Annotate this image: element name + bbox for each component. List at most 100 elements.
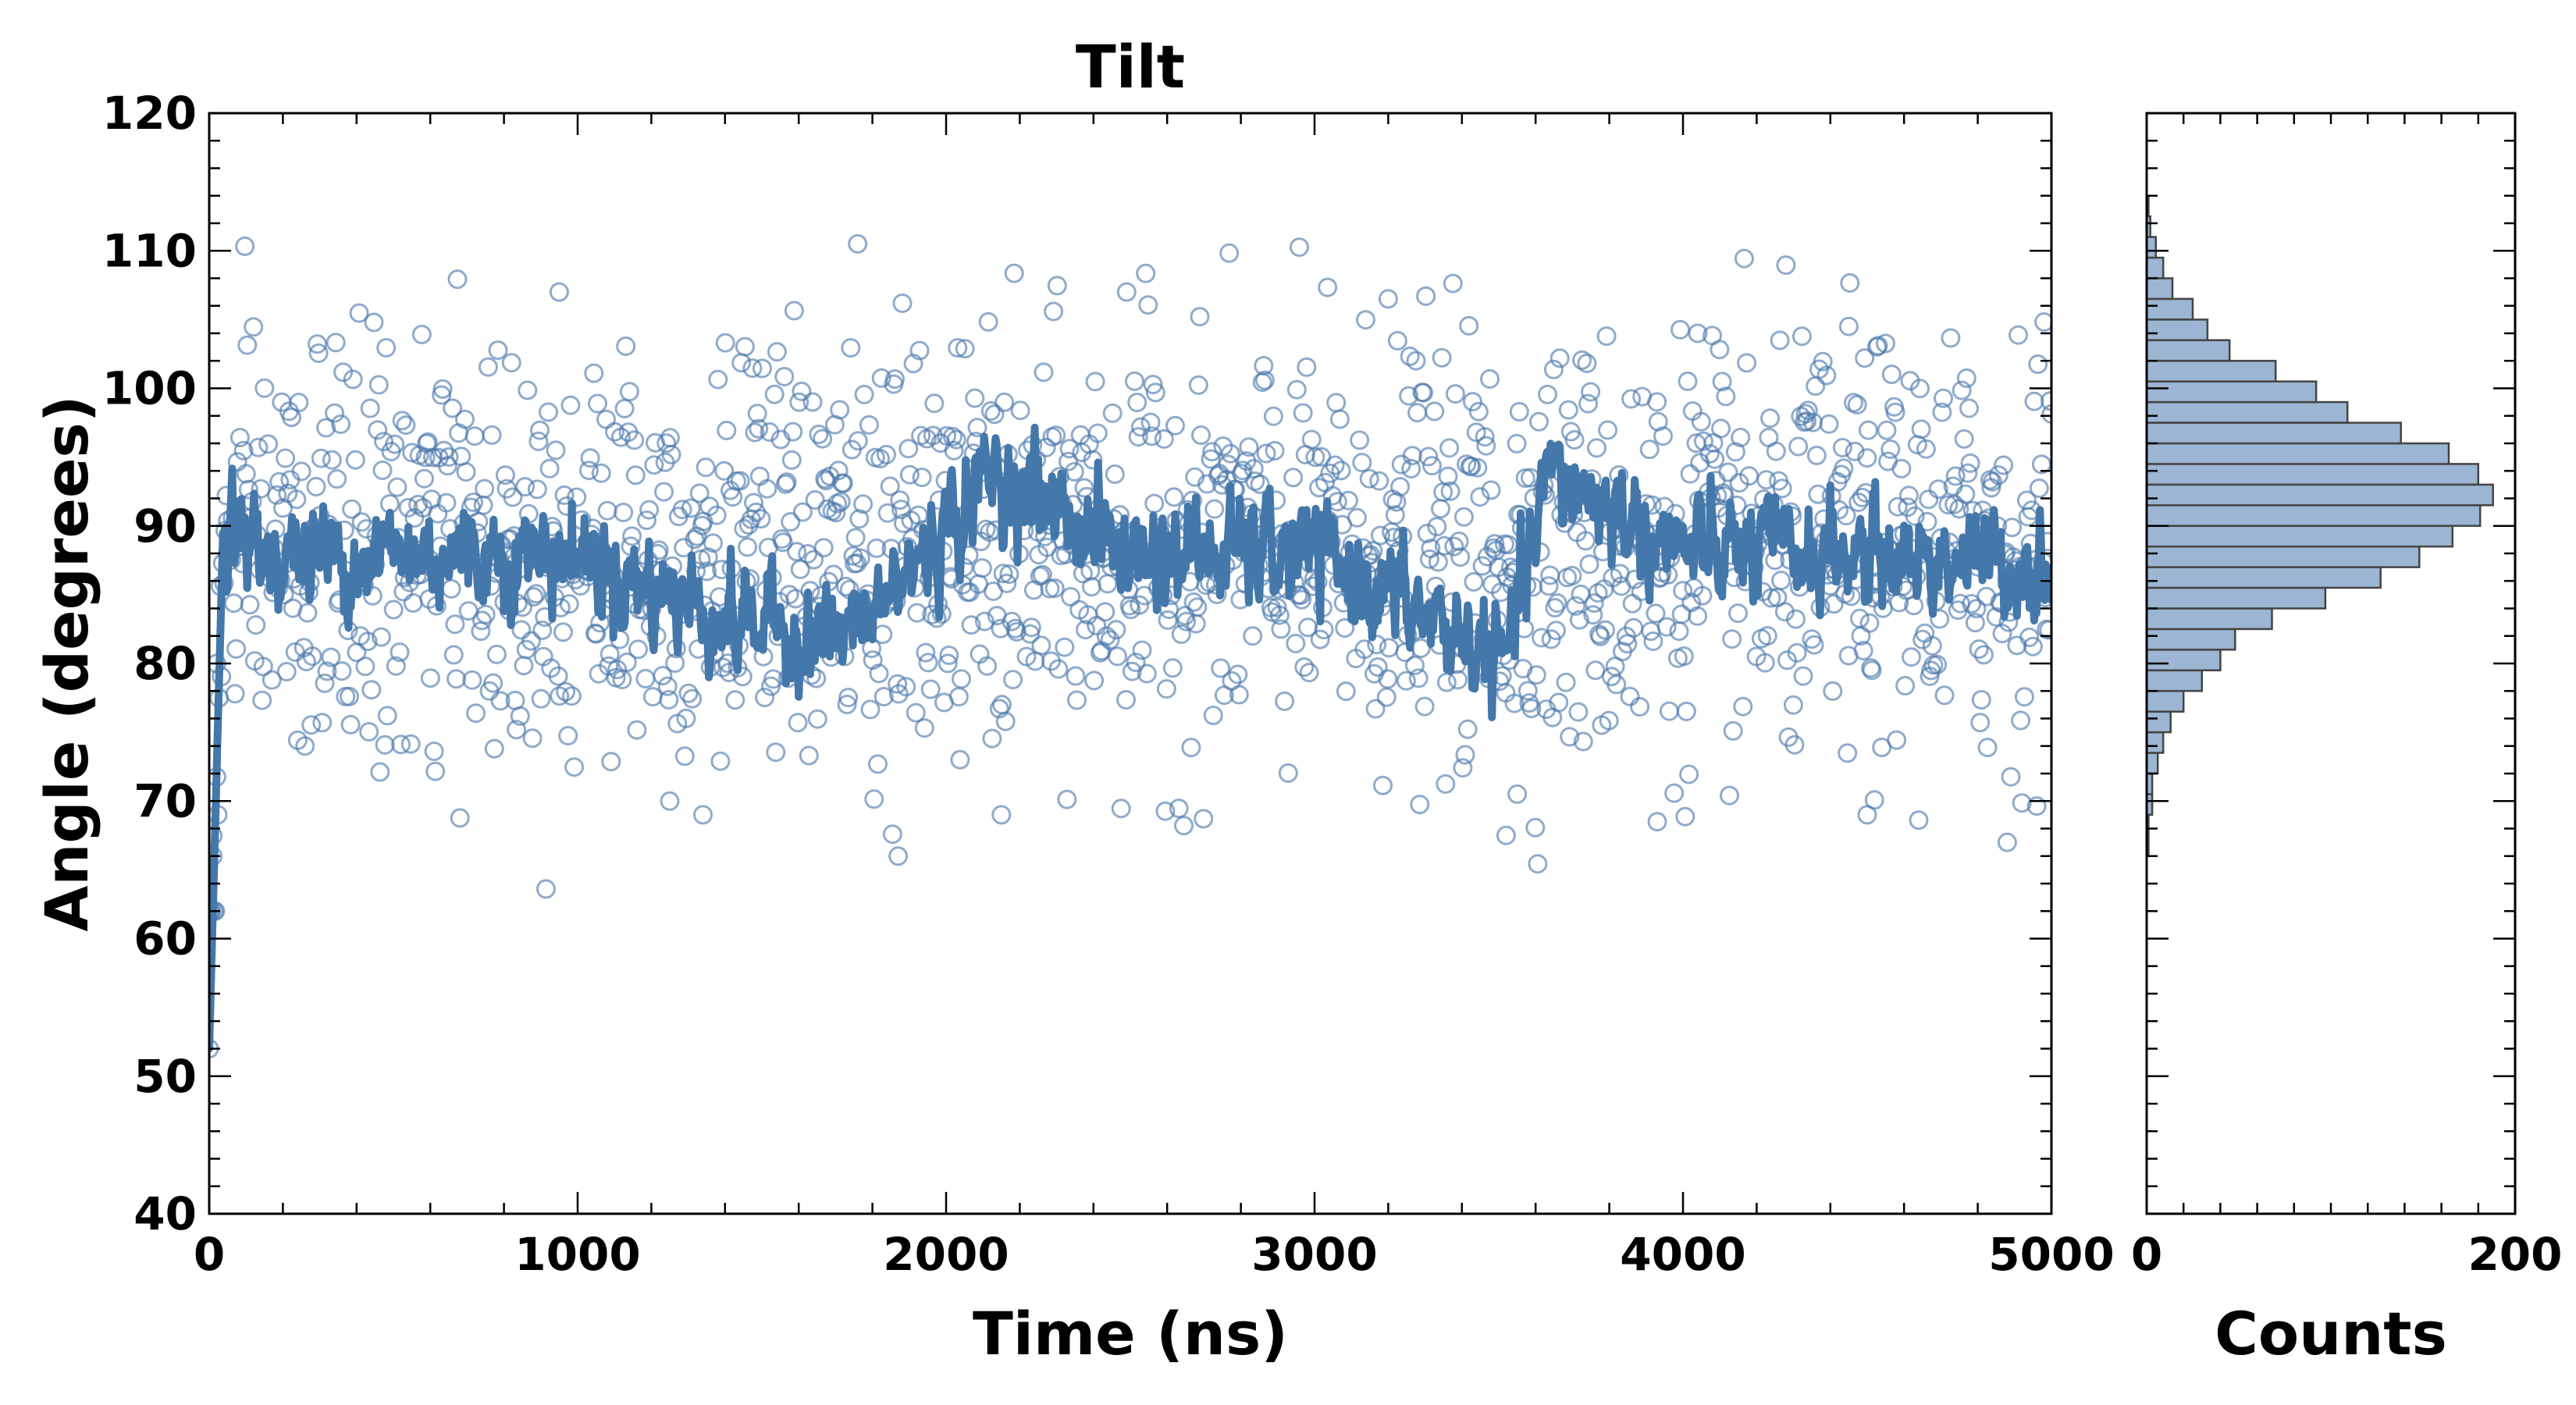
scatter-point (1283, 468, 1304, 488)
scatter-point (510, 706, 530, 726)
y-tick-label: 90 (133, 500, 197, 553)
scatter-point (781, 450, 802, 470)
scatter-point (549, 282, 569, 302)
scatter-point (757, 478, 777, 499)
scatter-point (1061, 587, 1081, 606)
scatter-point (717, 421, 737, 440)
scatter-point (787, 542, 807, 562)
scatter-point (1569, 610, 1589, 630)
scatter-point (907, 603, 927, 623)
chart-title: Tilt (1076, 32, 1185, 101)
scatter-point (1770, 330, 1790, 350)
scatter-point (660, 428, 680, 448)
scatter-point (1945, 466, 1966, 486)
scatter-point (1934, 685, 1955, 706)
scatter-point (1916, 439, 1936, 459)
scatter-point (1529, 411, 1549, 432)
scatter-point (1448, 670, 1468, 690)
scatter-point (703, 533, 723, 553)
scatter-point (1335, 618, 1355, 638)
scatter-point (466, 703, 486, 724)
scatter-point (1329, 409, 1350, 429)
scatter-point (1165, 415, 1185, 436)
scatter-point (1902, 647, 1921, 667)
histogram-bar (2145, 422, 2402, 445)
scatter-point (1970, 713, 1991, 733)
scatter-point (455, 409, 475, 429)
scatter-point (514, 656, 534, 676)
scatter-point (898, 439, 919, 459)
scatter-point (625, 465, 646, 486)
scatter-point (978, 311, 998, 332)
scatter-point (1928, 479, 1948, 500)
scatter-point (1145, 382, 1165, 403)
scatter-point (1977, 738, 1998, 758)
scatter-point (511, 620, 532, 640)
scatter-point (1263, 406, 1283, 426)
scatter-point (1354, 639, 1375, 660)
scatter-point (362, 585, 382, 606)
scatter-point (535, 879, 556, 899)
scatter-point (396, 415, 416, 436)
scatter-point (225, 684, 245, 704)
scatter-point (1108, 646, 1127, 667)
scatter-point (788, 713, 808, 733)
scatter-point (1693, 431, 1713, 451)
histogram-bars (2145, 194, 2494, 857)
scatter-point (1422, 456, 1442, 476)
scatter-point (1915, 623, 1935, 643)
scatter-point (1793, 666, 1813, 686)
scatter-point (1044, 301, 1064, 322)
scatter-point (1855, 348, 1875, 368)
scatter-point (1187, 597, 1208, 617)
scatter-point (370, 762, 390, 782)
scatter-point (714, 461, 735, 481)
scatter-point (1130, 417, 1151, 437)
scatter-point (1055, 637, 1075, 657)
scatter-point (1084, 670, 1105, 691)
scatter-point (432, 379, 453, 399)
scatter-point (938, 653, 958, 674)
scatter-point (1671, 604, 1692, 624)
histogram-bar (2145, 442, 2450, 465)
scatter-point (1816, 365, 1837, 386)
scatter-point (1373, 775, 1393, 795)
scatter-point (488, 340, 508, 361)
scatter-point (1624, 569, 1645, 589)
scatter-point (1436, 672, 1457, 692)
scatter-point (952, 669, 971, 689)
scatter-point (710, 751, 731, 771)
scatter-point (1417, 524, 1437, 543)
scatter-point (605, 422, 624, 442)
scatter-point (1485, 534, 1505, 554)
histogram-x-axis-title: Counts (2215, 1299, 2447, 1368)
scatter-point (349, 303, 369, 323)
scatter-point (385, 434, 405, 454)
scatter-point (1675, 806, 1695, 827)
scatter-point (248, 437, 269, 457)
histogram-bar (2145, 545, 2421, 568)
scatter-point (1887, 730, 1907, 750)
scatter-point (624, 430, 645, 450)
scatter-point (2011, 710, 2031, 731)
scatter-point (237, 335, 258, 355)
scatter-point (1526, 665, 1546, 685)
scatter-point (799, 745, 819, 766)
scatter-point (1470, 487, 1490, 507)
scatter-point (1596, 326, 1617, 347)
histogram-bar (2145, 690, 2185, 713)
scatter-point (1549, 692, 1569, 713)
scatter-point (888, 846, 909, 866)
scatter-point (693, 805, 713, 825)
histogram-bar (2145, 607, 2273, 631)
scatter-point (295, 736, 315, 756)
scatter-point (530, 420, 550, 440)
scatter-point (1087, 423, 1108, 443)
scatter-point (1096, 626, 1116, 646)
scatter-point (398, 497, 418, 518)
scatter-point (1606, 674, 1627, 695)
scatter-point (1956, 368, 1976, 388)
scatter-point (864, 789, 884, 809)
scatter-point (1401, 459, 1421, 478)
scatter-point (1347, 507, 1367, 528)
